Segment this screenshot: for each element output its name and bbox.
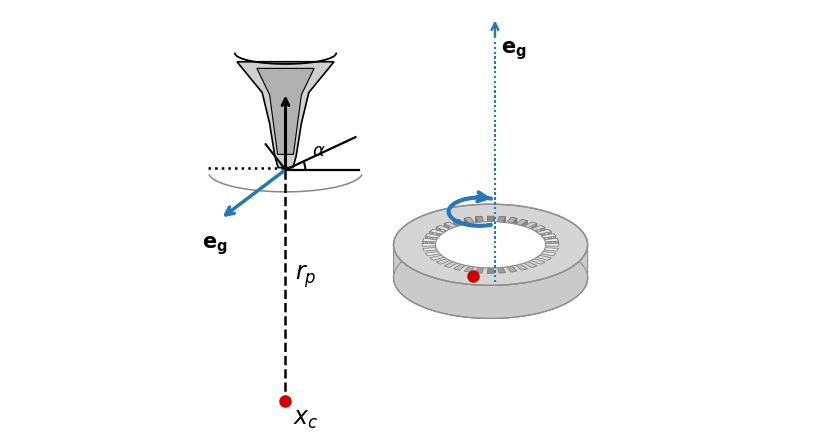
Polygon shape xyxy=(436,239,437,246)
Polygon shape xyxy=(511,217,517,245)
Polygon shape xyxy=(531,229,534,246)
Ellipse shape xyxy=(394,204,588,285)
Text: $\mathbf{e_g}$: $\mathbf{e_g}$ xyxy=(202,234,228,257)
Polygon shape xyxy=(554,234,556,246)
Polygon shape xyxy=(430,229,444,234)
Polygon shape xyxy=(475,217,484,222)
Text: $x_c$: $x_c$ xyxy=(293,407,319,430)
Text: $r_p$: $r_p$ xyxy=(295,263,317,290)
Polygon shape xyxy=(444,222,449,245)
Polygon shape xyxy=(516,264,528,270)
Polygon shape xyxy=(423,239,437,242)
Polygon shape xyxy=(237,62,334,168)
Polygon shape xyxy=(465,217,475,224)
Polygon shape xyxy=(475,217,482,244)
Polygon shape xyxy=(542,252,556,256)
Polygon shape xyxy=(444,262,457,268)
Polygon shape xyxy=(436,225,450,231)
Polygon shape xyxy=(444,222,457,228)
Polygon shape xyxy=(454,219,459,245)
Polygon shape xyxy=(488,222,493,246)
Polygon shape xyxy=(537,229,551,234)
Polygon shape xyxy=(507,223,512,246)
Polygon shape xyxy=(548,229,551,246)
Polygon shape xyxy=(499,217,506,244)
Polygon shape xyxy=(430,229,433,246)
Polygon shape xyxy=(531,259,545,264)
Polygon shape xyxy=(516,219,528,225)
Polygon shape xyxy=(487,216,494,222)
Polygon shape xyxy=(522,219,528,245)
Polygon shape xyxy=(487,216,494,244)
Polygon shape xyxy=(542,236,543,246)
Polygon shape xyxy=(497,267,506,273)
Polygon shape xyxy=(537,255,551,260)
Polygon shape xyxy=(436,259,450,264)
Polygon shape xyxy=(544,248,559,251)
Ellipse shape xyxy=(435,222,546,268)
Text: $\mathbf{e_g}$: $\mathbf{e_g}$ xyxy=(501,40,527,63)
Polygon shape xyxy=(542,234,556,238)
Polygon shape xyxy=(557,239,559,246)
Ellipse shape xyxy=(394,237,588,318)
Polygon shape xyxy=(479,222,484,246)
Polygon shape xyxy=(487,268,494,273)
Polygon shape xyxy=(447,229,450,246)
Polygon shape xyxy=(524,262,537,268)
Polygon shape xyxy=(475,267,484,273)
Polygon shape xyxy=(454,219,465,225)
Polygon shape xyxy=(507,217,517,224)
Polygon shape xyxy=(516,224,521,246)
Polygon shape xyxy=(507,266,517,272)
Polygon shape xyxy=(460,224,465,246)
Polygon shape xyxy=(465,266,475,272)
Polygon shape xyxy=(423,248,437,251)
Polygon shape xyxy=(531,225,545,231)
Polygon shape xyxy=(532,222,537,245)
Polygon shape xyxy=(423,239,424,246)
Polygon shape xyxy=(524,226,528,246)
Polygon shape xyxy=(465,217,470,245)
Polygon shape xyxy=(453,226,457,246)
Polygon shape xyxy=(524,222,537,228)
Text: $\alpha$: $\alpha$ xyxy=(312,142,326,160)
Polygon shape xyxy=(425,234,439,238)
Polygon shape xyxy=(425,234,428,246)
Polygon shape xyxy=(442,232,444,246)
Polygon shape xyxy=(438,236,439,246)
Polygon shape xyxy=(425,252,439,256)
Polygon shape xyxy=(544,239,545,246)
Polygon shape xyxy=(544,239,559,242)
Polygon shape xyxy=(423,243,435,246)
Polygon shape xyxy=(537,232,539,246)
Polygon shape xyxy=(394,245,588,318)
Polygon shape xyxy=(470,223,475,246)
Polygon shape xyxy=(546,243,559,246)
Polygon shape xyxy=(541,225,545,246)
Polygon shape xyxy=(497,217,506,222)
Polygon shape xyxy=(454,264,465,270)
Polygon shape xyxy=(436,225,440,246)
Polygon shape xyxy=(257,68,314,154)
Polygon shape xyxy=(430,255,444,260)
Polygon shape xyxy=(497,222,502,246)
